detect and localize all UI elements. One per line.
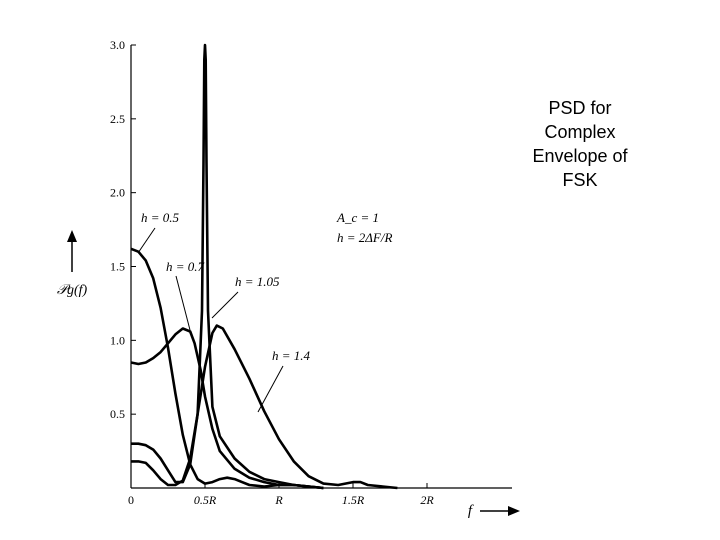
- series-line-0: [130, 247, 324, 490]
- x-tick-label-0: 0: [128, 493, 134, 507]
- chart-axes: 0.5 1.0 1.5 2.0 2.5 3.0 0 0.5R R 1.5R 2R 𝒫g(f) f: [57, 38, 520, 519]
- side-title-line-2: Complex: [544, 122, 616, 142]
- x-tick-label-2: R: [274, 493, 283, 507]
- param-label-0: A_c = 1: [336, 210, 379, 225]
- series-label-1: h = 0.7: [166, 259, 205, 274]
- series-label-3: h = 1.4: [272, 348, 311, 363]
- y-tick-label-3: 2.0: [110, 186, 125, 200]
- series-label-2: h = 1.05: [235, 274, 280, 289]
- y-tick-label-4: 2.5: [110, 112, 125, 126]
- param-label-1: h = 2ΔF/R: [337, 230, 392, 245]
- y-tick-label-5: 3.0: [110, 38, 125, 52]
- side-title-line-1: PSD for: [548, 98, 612, 118]
- x-tick-label-1: 0.5R: [194, 493, 217, 507]
- y-tick-label-2: 1.5: [110, 260, 125, 274]
- y-axis-label: 𝒫g(f): [57, 283, 88, 298]
- y-tick-label-0: 0.5: [110, 407, 125, 421]
- x-axis-label: f: [468, 503, 474, 519]
- chart-curves: [130, 43, 398, 490]
- series-label-0: h = 0.5: [141, 210, 180, 225]
- chart-annotations: h = 0.5 h = 0.7 h = 1.05 h = 1.4 A_c = 1 h = …: [137, 210, 392, 413]
- side-title-line-3: Envelope of: [532, 146, 628, 166]
- side-title-line-4: FSK: [562, 170, 598, 190]
- x-tick-label-3: 1.5R: [342, 493, 365, 507]
- x-tick-label-4: 2R: [420, 493, 434, 507]
- y-tick-label-1: 1.0: [110, 333, 125, 347]
- x-label-arrow-head: [508, 506, 520, 516]
- series-leader-0: [137, 227, 156, 254]
- y-label-arrow-head: [67, 230, 77, 242]
- series-line-2: [131, 43, 324, 490]
- series-leader-2: [211, 291, 239, 319]
- series-leader-3: [257, 365, 284, 413]
- side-title: PSD for Complex Envelope of FSK: [510, 96, 650, 192]
- series-leader-1: [175, 275, 191, 331]
- series-line-3: [131, 324, 398, 490]
